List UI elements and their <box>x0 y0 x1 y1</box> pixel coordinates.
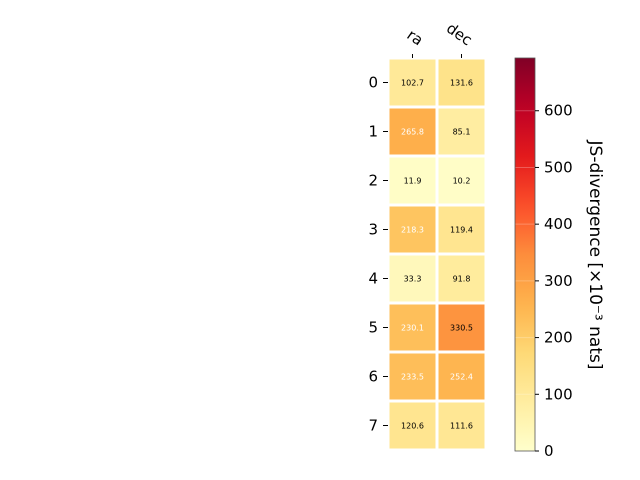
row-label: 7 <box>368 417 378 435</box>
cell-value-label: 230.1 <box>401 324 424 333</box>
heatmap-cell <box>438 402 485 449</box>
row-label: 5 <box>368 319 378 337</box>
cell-value-label: 102.7 <box>401 79 424 88</box>
cell-value-label: 330.5 <box>450 324 473 333</box>
heatmap-cell <box>389 206 436 253</box>
cell-value-label: 85.1 <box>453 128 471 137</box>
colorbar-tick-label: 600 <box>544 102 573 120</box>
heatmap-cell <box>389 108 436 155</box>
column-labels: ra dec <box>404 19 476 58</box>
cell-value-label: 218.3 <box>401 226 424 235</box>
heatmap-cell <box>438 108 485 155</box>
cell-value-label: 111.6 <box>450 422 473 431</box>
row-labels: 0 1 2 3 4 5 6 7 <box>368 74 388 435</box>
colorbar: 0 100 200 300 400 500 600 <box>514 57 573 460</box>
row-label: 4 <box>368 270 378 288</box>
colorbar-tick-label: 200 <box>544 329 573 347</box>
heatmap-cell <box>389 304 436 351</box>
heatmap-cell <box>389 402 436 449</box>
cell-value-label: 11.9 <box>404 177 422 186</box>
heatmap-cell <box>438 304 485 351</box>
colorbar-label: JS-divergence [×10⁻³ nats] <box>585 140 605 370</box>
cell-value-label: 33.3 <box>404 275 422 284</box>
cell-value-label: 265.8 <box>401 128 424 137</box>
heatmap-cell <box>438 206 485 253</box>
heatmap-cell <box>438 157 485 204</box>
heatmap-cell <box>438 353 485 400</box>
cell-value-label: 119.4 <box>450 226 473 235</box>
colorbar-tick-label: 0 <box>544 442 554 460</box>
heatmap-cell <box>438 255 485 302</box>
heatmap-cells: 102.7 131.6 265.8 85.1 11.9 10.2 218.3 119.4 33.… <box>389 59 485 449</box>
heatmap-cell <box>389 157 436 204</box>
heatmap-cell <box>389 255 436 302</box>
row-label: 3 <box>368 221 378 239</box>
heatmap-cell <box>438 59 485 106</box>
row-label: 2 <box>368 172 378 190</box>
cell-value-label: 252.4 <box>450 373 473 382</box>
column-label: dec <box>443 19 475 49</box>
colorbar-tick-label: 300 <box>544 272 573 290</box>
colorbar-tick-label: 400 <box>544 215 573 233</box>
cell-value-label: 131.6 <box>450 79 473 88</box>
cell-value-label: 233.5 <box>401 373 424 382</box>
colorbar-tick-label: 500 <box>544 158 573 176</box>
cell-value-label: 91.8 <box>453 275 471 284</box>
heatmap-cell <box>389 353 436 400</box>
heatmap-cell <box>389 59 436 106</box>
column-label: ra <box>404 26 427 50</box>
colorbar-frame <box>514 57 536 452</box>
colorbar-gradient <box>515 58 535 451</box>
cell-value-label: 10.2 <box>453 177 471 186</box>
row-label: 6 <box>368 368 378 386</box>
row-label: 0 <box>368 74 378 92</box>
cell-value-label: 120.6 <box>401 422 424 431</box>
row-label: 1 <box>368 123 378 141</box>
colorbar-tick-label: 100 <box>544 385 573 403</box>
